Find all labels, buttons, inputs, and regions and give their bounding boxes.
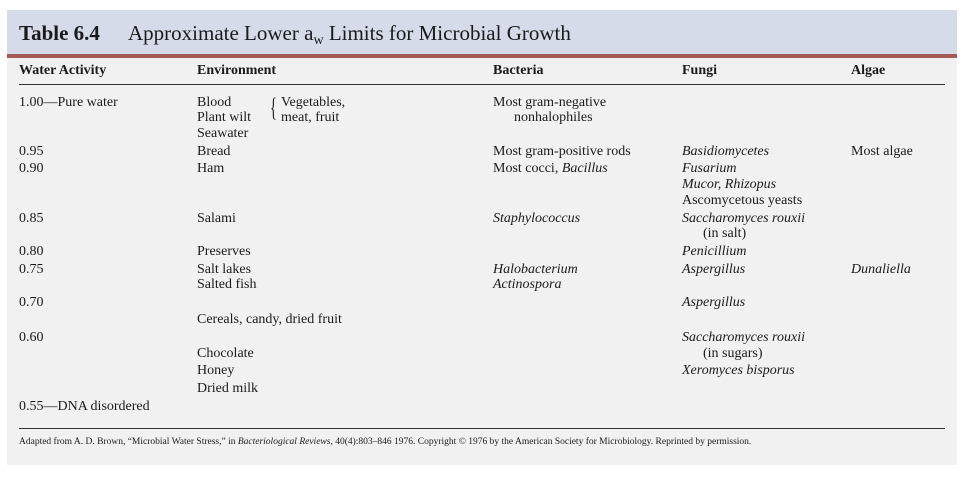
bac-nonhalophiles: nonhalophiles xyxy=(514,110,593,125)
fungi-in-sugars: (in sugars) xyxy=(703,346,763,361)
env-salted-fish: Salted fish xyxy=(197,277,257,292)
wa-0-85: 0.85 xyxy=(19,211,44,226)
fungi-ascomycetous: Ascomycetous yeasts xyxy=(682,193,803,208)
env-salami: Salami xyxy=(197,211,236,226)
bac-staphylococcus: Staphylococcus xyxy=(493,211,581,226)
bac-cocci-text: Most cocci, xyxy=(493,161,562,176)
header-environment: Environment xyxy=(197,63,277,78)
table-label: Table 6.4 xyxy=(19,21,100,45)
wa-0-70: 0.70 xyxy=(19,295,44,310)
fungi-basidiomycetes: Basidiomycetes xyxy=(682,144,770,159)
env-cereals: Cereals, candy, dried fruit xyxy=(197,312,342,327)
footer-rule xyxy=(19,428,945,429)
title-rule xyxy=(7,54,957,58)
fungi-saccharomyces-salt: Saccharomyces rouxii xyxy=(682,211,805,226)
env-vegetables: Vegetables, xyxy=(281,95,346,110)
bac-actinospora: Actinospora xyxy=(493,277,562,292)
wa-0-80: 0.80 xyxy=(19,244,44,259)
algae-dunaliella: Dunaliella xyxy=(851,262,911,277)
header-rule xyxy=(19,84,945,85)
wa-0-90: 0.90 xyxy=(19,161,44,176)
wa-0-60: 0.60 xyxy=(19,330,44,345)
env-plant-wilt: Plant wilt xyxy=(197,110,252,125)
header-water-activity: Water Activity xyxy=(19,63,107,78)
wa-0-55: 0.55—DNA disordered xyxy=(19,399,150,414)
fungi-in-salt: (in salt) xyxy=(703,226,747,241)
wa-0-75: 0.75 xyxy=(19,262,44,277)
brace-icon: { xyxy=(270,93,277,122)
env-salt-lakes: Salt lakes xyxy=(197,262,252,277)
fungi-aspergillus-070: Aspergillus xyxy=(682,295,746,310)
env-meat-fruit: meat, fruit xyxy=(281,110,340,125)
table-caption: Approximate Lower aw Limits for Microbia… xyxy=(128,21,571,49)
wa-1-00: 1.00—Pure water xyxy=(19,95,118,110)
header-algae: Algae xyxy=(851,63,886,78)
caption-subscript: w xyxy=(313,33,324,48)
caption-post: Limits for Microbial Growth xyxy=(323,21,571,45)
bac-gram-negative: Most gram-negative xyxy=(493,95,607,110)
fungi-penicillium: Penicillium xyxy=(682,244,747,259)
fungi-mucor-rhizopus: Mucor, Rhizopus xyxy=(682,177,777,192)
footnote-post: 40(4):803–846 1976. Copyright © 1976 by … xyxy=(332,437,752,447)
algae-most-algae: Most algae xyxy=(851,144,913,159)
bac-cocci: Most cocci, Bacillus xyxy=(493,160,608,177)
env-ham: Ham xyxy=(197,161,225,176)
env-chocolate: Chocolate xyxy=(197,346,254,361)
table-panel xyxy=(7,10,957,465)
fungi-aspergillus-075: Aspergillus xyxy=(682,262,746,277)
bac-gram-positive: Most gram-positive rods xyxy=(493,144,631,159)
caption-pre: Approximate Lower a xyxy=(128,21,314,45)
footnote-pre: Adapted from A. D. Brown, “Microbial Wat… xyxy=(19,437,238,447)
bac-halobacterium: Halobacterium xyxy=(493,262,578,277)
env-preserves: Preserves xyxy=(197,244,251,259)
bac-bacillus: Bacillus xyxy=(561,161,608,176)
title-bar xyxy=(7,10,957,54)
source-footnote: Adapted from A. D. Brown, “Microbial Wat… xyxy=(19,437,751,447)
fungi-fusarium: Fusarium xyxy=(682,161,737,176)
env-dried-milk: Dried milk xyxy=(197,381,259,396)
header-fungi: Fungi xyxy=(682,63,718,78)
fungi-saccharomyces-sugar: Saccharomyces rouxii xyxy=(682,330,805,345)
fungi-xeromyces: Xeromyces bisporus xyxy=(682,363,795,378)
wa-0-95: 0.95 xyxy=(19,144,44,159)
footnote-journal: Bacteriological Reviews, xyxy=(237,437,333,447)
env-honey: Honey xyxy=(197,363,235,378)
env-seawater: Seawater xyxy=(197,126,249,141)
env-blood: Blood xyxy=(197,95,232,110)
header-bacteria: Bacteria xyxy=(493,63,544,78)
env-bread: Bread xyxy=(197,144,231,159)
